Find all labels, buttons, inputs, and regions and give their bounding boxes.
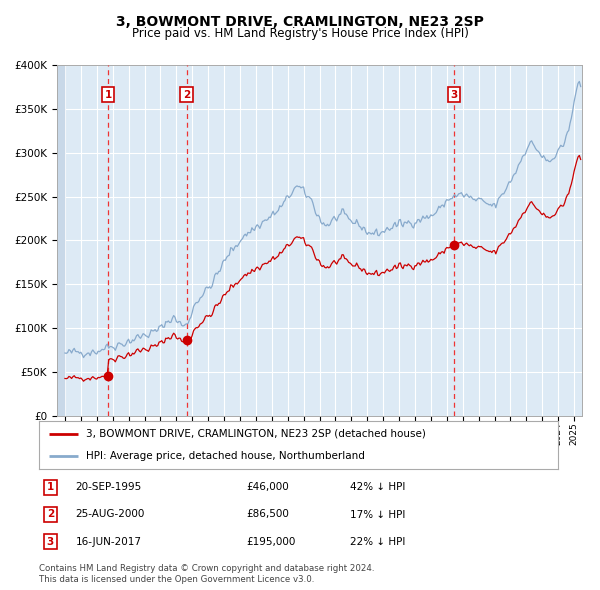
Text: HPI: Average price, detached house, Northumberland: HPI: Average price, detached house, Nort…	[86, 451, 365, 461]
Text: 22% ↓ HPI: 22% ↓ HPI	[350, 537, 406, 547]
Text: 20-SEP-1995: 20-SEP-1995	[76, 482, 142, 492]
Text: 25-AUG-2000: 25-AUG-2000	[76, 510, 145, 519]
Text: 16-JUN-2017: 16-JUN-2017	[76, 537, 142, 547]
Text: 1: 1	[47, 482, 54, 492]
Text: 3: 3	[47, 537, 54, 547]
Bar	[57, 65, 65, 416]
Text: 2: 2	[47, 510, 54, 519]
Text: £195,000: £195,000	[247, 537, 296, 547]
Text: 2: 2	[183, 90, 190, 100]
Text: Contains HM Land Registry data © Crown copyright and database right 2024.: Contains HM Land Registry data © Crown c…	[39, 564, 374, 573]
Text: Price paid vs. HM Land Registry's House Price Index (HPI): Price paid vs. HM Land Registry's House …	[131, 27, 469, 40]
Text: 3, BOWMONT DRIVE, CRAMLINGTON, NE23 2SP (detached house): 3, BOWMONT DRIVE, CRAMLINGTON, NE23 2SP …	[86, 429, 425, 439]
Text: This data is licensed under the Open Government Licence v3.0.: This data is licensed under the Open Gov…	[39, 575, 314, 584]
Text: 17% ↓ HPI: 17% ↓ HPI	[350, 510, 406, 519]
Text: £86,500: £86,500	[247, 510, 289, 519]
Text: 1: 1	[104, 90, 112, 100]
Text: 42% ↓ HPI: 42% ↓ HPI	[350, 482, 406, 492]
Text: 3: 3	[451, 90, 458, 100]
Text: £46,000: £46,000	[247, 482, 289, 492]
Text: 3, BOWMONT DRIVE, CRAMLINGTON, NE23 2SP: 3, BOWMONT DRIVE, CRAMLINGTON, NE23 2SP	[116, 15, 484, 29]
